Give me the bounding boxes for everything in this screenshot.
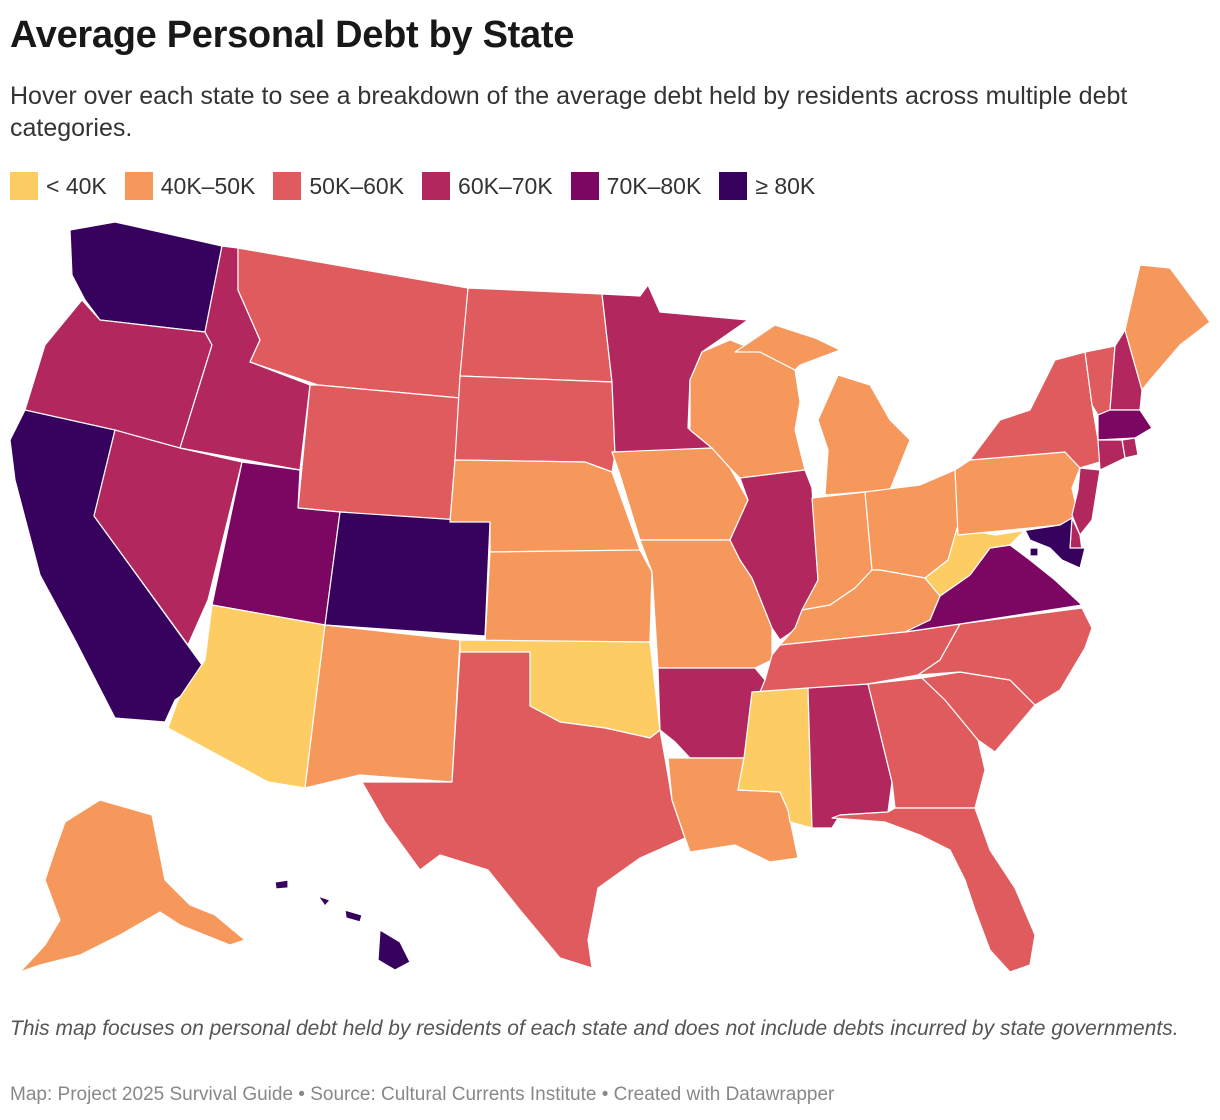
state-PA[interactable] (954, 451, 1081, 536)
legend-item-40k-50k: 40K–50K (124, 172, 256, 200)
state-MD[interactable] (994, 517, 1086, 569)
legend-item-under-40k: < 40K (10, 172, 107, 200)
state-ND[interactable] (459, 287, 613, 383)
legend-label: ≥ 80K (755, 172, 816, 199)
legend-label: 50K–60K (309, 172, 405, 199)
legend-label: 70K–80K (606, 172, 702, 199)
legend-swatch (10, 172, 38, 200)
legend-item-50k-60k: 50K–60K (273, 172, 404, 200)
legend-label: 40K–50K (160, 172, 256, 199)
legend-swatch (124, 172, 153, 200)
legend-label: < 40K (46, 172, 107, 199)
chart-subtitle: Hover over each state to see a breakdown… (10, 82, 1128, 142)
state-NH[interactable] (1109, 329, 1143, 411)
state-MA[interactable] (1097, 409, 1153, 441)
state-NM[interactable] (304, 624, 461, 789)
state-ME[interactable] (1124, 264, 1211, 391)
state-SD[interactable] (454, 375, 616, 473)
chart-source: Map: Project 2025 Survival Guide • Sourc… (10, 1084, 835, 1105)
state-TX[interactable] (361, 651, 686, 969)
state-AK[interactable] (19, 799, 246, 973)
state-WY[interactable] (297, 384, 461, 523)
state-NC[interactable] (917, 607, 1093, 706)
legend: < 40K 40K–50K 50K–60K 60K–70K 70K–80K ≥ … (10, 168, 833, 204)
state-NY[interactable] (969, 351, 1101, 469)
legend-item-60k-70k: 60K–70K (422, 172, 553, 200)
state-HI[interactable] (274, 879, 411, 971)
state-FL[interactable] (831, 807, 1036, 973)
state-IL[interactable] (729, 469, 819, 641)
chart-title: Average Personal Debt by State (10, 14, 575, 56)
us-choropleth-map (9, 221, 1211, 973)
state-CT[interactable] (1097, 439, 1126, 471)
legend-label: 60K–70K (458, 172, 553, 199)
state-CO[interactable] (324, 511, 491, 637)
chart-notes: This map focuses on personal debt held b… (10, 1017, 1179, 1040)
legend-swatch (273, 172, 302, 200)
state-KS[interactable] (484, 549, 653, 643)
legend-item-80k-plus: ≥ 80K (719, 172, 815, 200)
legend-swatch (719, 172, 748, 200)
legend-item-70k-80k: 70K–80K (570, 172, 702, 200)
legend-swatch (570, 172, 599, 200)
legend-swatch (422, 172, 451, 200)
state-DC[interactable] (1029, 547, 1039, 557)
